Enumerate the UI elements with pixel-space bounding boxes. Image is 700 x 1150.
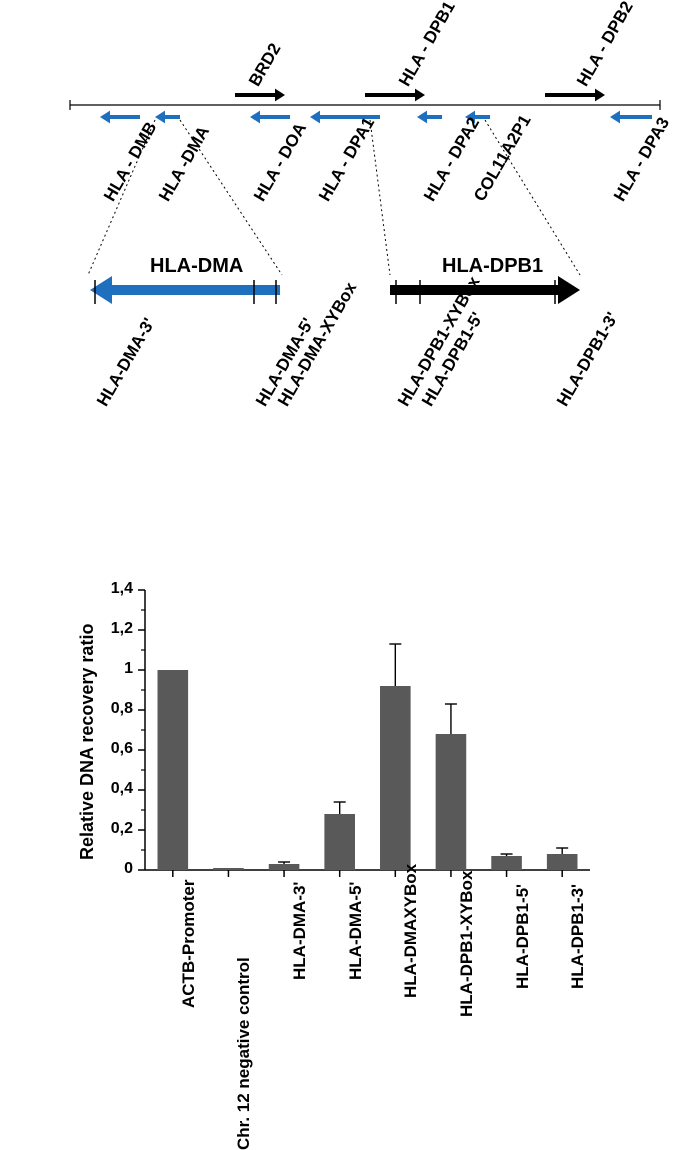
chart-ytick-label: 1 xyxy=(95,660,133,678)
chart-xlabel: HLA-DPB1-3' xyxy=(568,884,588,989)
chart-ytick-label: 1,2 xyxy=(95,620,133,638)
chart-ytick-label: 1,4 xyxy=(95,580,133,598)
chart-ytick-label: 0,8 xyxy=(95,700,133,718)
chart-xlabel: HLA-DPB1-XYBox xyxy=(457,870,477,1016)
chart-ytick-label: 0,6 xyxy=(95,740,133,758)
chart-xlabel: HLA-DMA-3' xyxy=(290,881,310,979)
chart-ytick-label: 0,4 xyxy=(95,780,133,798)
chart-xlabel: ACTB-Promoter xyxy=(179,879,199,1007)
chart-xlabel: HLA-DPB1-5' xyxy=(513,884,533,989)
chart-xlabel: HLA-DMAXYBox xyxy=(401,864,421,998)
chart-ytick-label: 0,2 xyxy=(95,820,133,838)
chart-ytick-label: 0 xyxy=(95,860,133,878)
chart-xlabel: HLA-DMA-5' xyxy=(346,881,366,979)
chart-xlabel: Chr. 12 negative control xyxy=(234,958,254,1150)
figure-canvas: BRD2HLA - DPB1HLA - DPB2 HLA - DMBHLA -D… xyxy=(0,0,700,1140)
